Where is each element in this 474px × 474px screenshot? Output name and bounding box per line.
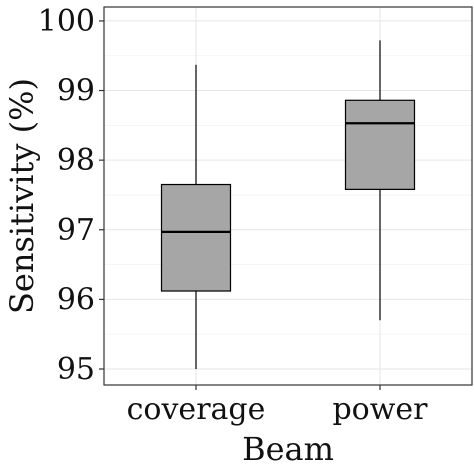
plot-background xyxy=(104,7,472,385)
y-tick-label: 95 xyxy=(57,352,95,387)
y-tick-label: 98 xyxy=(57,143,95,178)
boxes xyxy=(160,40,416,369)
y-tick-label: 96 xyxy=(57,282,95,317)
plot-border xyxy=(103,6,473,386)
y-tick-label: 99 xyxy=(57,74,95,109)
box-iqr xyxy=(160,183,232,292)
x-tick-label: power xyxy=(332,392,428,427)
y-axis-title: Sensitivity (%) xyxy=(3,78,41,314)
x-axis-ticks: coverage power xyxy=(127,385,428,427)
box-power xyxy=(344,40,416,321)
box-coverage xyxy=(160,64,232,369)
box-iqr xyxy=(344,99,416,190)
y-tick-label: 100 xyxy=(38,4,95,39)
y-tick-label: 97 xyxy=(57,213,95,248)
x-axis-title: Beam xyxy=(242,430,334,468)
x-tick-label: coverage xyxy=(127,392,266,427)
y-axis-ticks: 95 96 97 98 99 100 xyxy=(38,4,104,387)
